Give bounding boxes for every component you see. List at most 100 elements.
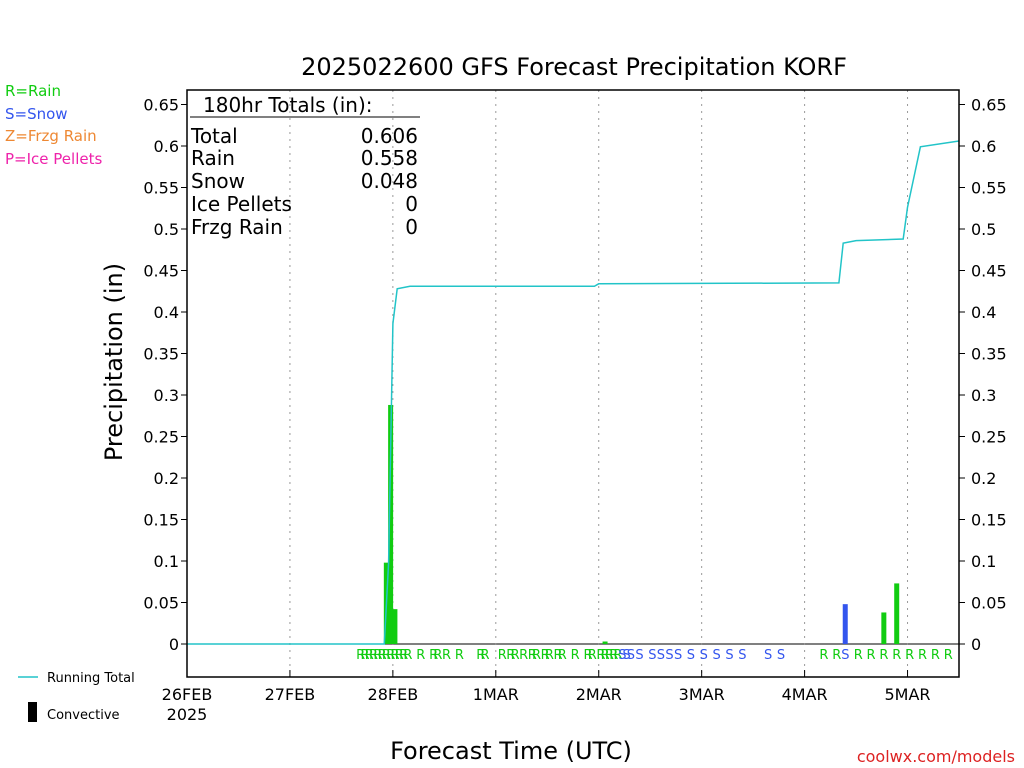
y-tick-label-left: 0 (169, 635, 179, 654)
totals-value-snow: 0.048 (361, 169, 418, 193)
legend-ice-pellets: P=Ice Pellets (5, 150, 102, 168)
rain-marker: R (944, 648, 953, 663)
snow-marker: S (738, 648, 746, 663)
snow-marker: S (700, 648, 708, 663)
rain-marker: R (498, 648, 507, 663)
legend-snow: S=Snow (5, 105, 68, 123)
snow-marker: S (627, 648, 635, 663)
legend-convective-swatch (28, 702, 37, 722)
y-tick-label-left: 0.15 (143, 511, 179, 530)
legend-rain: R=Rain (5, 82, 61, 100)
rain-marker: R (395, 648, 404, 663)
rain-marker: R (382, 648, 391, 663)
totals-label-snow: Snow (191, 169, 245, 193)
snow-marker: S (777, 648, 785, 663)
y-axis-label: Precipitation (in) (100, 263, 128, 461)
rain-marker: R (532, 648, 541, 663)
branding-link[interactable]: coolwx.com/models (857, 747, 1015, 766)
rain-marker: R (506, 648, 515, 663)
totals-label-ice-pellets: Ice Pellets (191, 192, 292, 216)
totals-header: 180hr Totals (in): (203, 93, 373, 117)
totals-box: 180hr Totals (in): Total 0.606 Rain 0.55… (190, 93, 420, 239)
x-tick-label-2MAR: 2MAR (576, 685, 622, 704)
y-tick-label-right: 0.45 (971, 262, 1007, 281)
rain-marker: R (596, 648, 605, 663)
rain-marker: R (545, 648, 554, 663)
rain-marker: R (416, 648, 425, 663)
x-axis-label: Forecast Time (UTC) (390, 737, 632, 765)
running-total-line (187, 140, 960, 645)
rain-marker: R (365, 648, 374, 663)
y-tick-label-left: 0.5 (154, 220, 179, 239)
x-tick-label-27FEB: 27FEB (265, 685, 316, 704)
rain-marker: R (399, 648, 408, 663)
rain-marker: R (519, 648, 528, 663)
rain-marker: R (369, 648, 378, 663)
y-axis-right: 0 0.05 0.1 0.15 0.2 0.25 0.3 0.35 0.4 0.45 0.5 0.55… (959, 96, 1007, 654)
rain-marker: R (819, 648, 828, 663)
snow-marker: S (725, 648, 733, 663)
x-tick-label-1MAR: 1MAR (473, 685, 519, 704)
snow-marker: S (657, 648, 665, 663)
rain-marker: R (356, 648, 365, 663)
rain-marker: R (905, 648, 914, 663)
totals-label-freezing-rain: Frzg Rain (191, 215, 283, 239)
x-tick-label-4MAR: 4MAR (782, 685, 828, 704)
rain-marker: R (429, 648, 438, 663)
x-tick-label-28FEB: 28FEB (368, 685, 419, 704)
x-tick-label-26FEB: 26FEB (162, 685, 213, 704)
y-tick-label-left: 0.45 (143, 262, 179, 281)
y-tick-label-right: 0.55 (971, 179, 1007, 198)
rain-marker: R (442, 648, 451, 663)
totals-label-total: Total (190, 124, 238, 148)
rain-marker: R (360, 648, 369, 663)
y-tick-label-right: 0.4 (971, 303, 996, 322)
y-tick-label-right: 0 (971, 635, 981, 654)
rain-marker: R (455, 648, 464, 663)
rain-marker: R (879, 648, 888, 663)
totals-value-freezing-rain: 0 (405, 215, 418, 239)
rain-marker: R (892, 648, 901, 663)
snow-marker: S (635, 648, 643, 663)
snow-marker: S (618, 648, 626, 663)
y-tick-label-left: 0.1 (154, 552, 179, 571)
y-tick-label-right: 0.6 (971, 137, 996, 156)
y-axis-left: 0 0.05 0.1 0.15 0.2 0.25 0.3 0.35 0.4 0.45 0.5 0.55… (143, 96, 187, 654)
snow-marker: S (622, 648, 630, 663)
rain-marker: R (553, 648, 562, 663)
y-tick-label-right: 0.25 (971, 428, 1007, 447)
rain-marker: R (373, 648, 382, 663)
snow-marker: S (665, 648, 673, 663)
snow-marker: S (674, 648, 682, 663)
y-tick-label-right: 0.5 (971, 220, 996, 239)
snow-marker: S (764, 648, 772, 663)
rain-marker: R (605, 648, 614, 663)
rain-marker: R (854, 648, 863, 663)
snow-marker: S (687, 648, 695, 663)
precip-bars (383, 404, 900, 644)
rain-marker: R (588, 648, 597, 663)
rain-marker: R (378, 648, 387, 663)
y-tick-label-right: 0.65 (971, 96, 1007, 115)
y-tick-label-left: 0.05 (143, 594, 179, 613)
rain-marker: R (614, 648, 623, 663)
x-tick-label-5MAR: 5MAR (885, 685, 931, 704)
snow-marker: S (713, 648, 721, 663)
rain-marker: R (528, 648, 537, 663)
rain-marker: R (832, 648, 841, 663)
y-tick-label-left: 0.3 (154, 386, 179, 405)
rain-marker: R (386, 648, 395, 663)
rain-bar (894, 583, 900, 644)
snow-bar (842, 604, 848, 644)
rain-marker: R (541, 648, 550, 663)
rain-marker: R (433, 648, 442, 663)
rain-marker: R (867, 648, 876, 663)
snow-marker: S (841, 648, 849, 663)
chart-title: 2025022600 GFS Forecast Precipitation KO… (301, 53, 847, 81)
rain-bar (881, 612, 887, 644)
y-tick-label-right: 0.15 (971, 511, 1007, 530)
totals-value-ice-pellets: 0 (405, 192, 418, 216)
